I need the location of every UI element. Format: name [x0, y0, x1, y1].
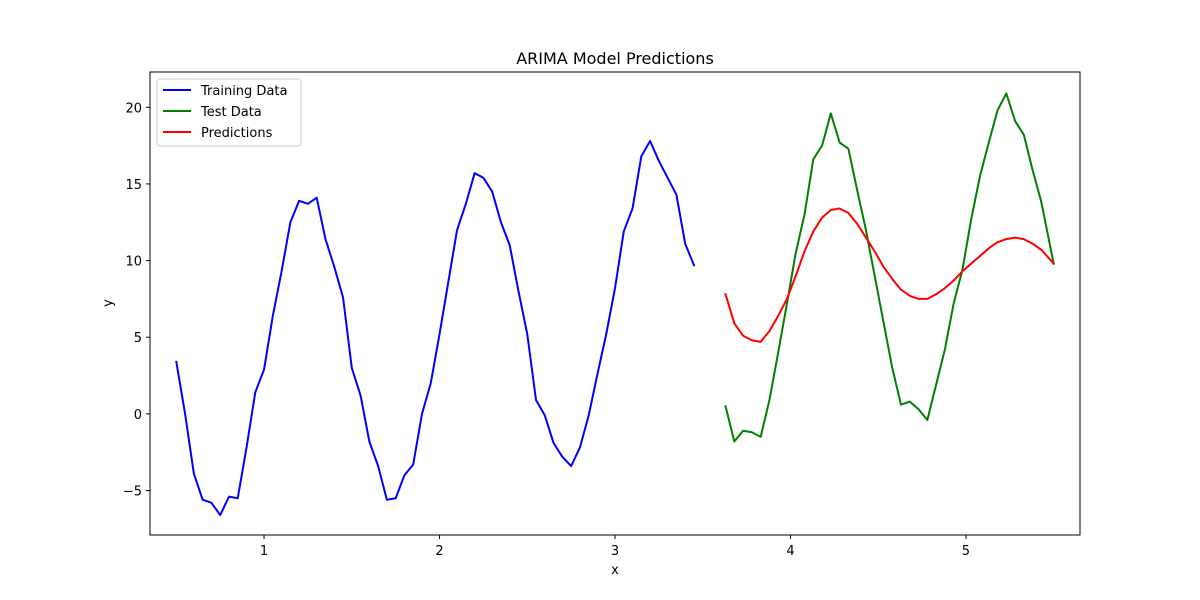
x-tick-label: 5 — [962, 544, 970, 559]
x-tick-label: 4 — [786, 544, 794, 559]
y-tick-label: 10 — [125, 255, 142, 270]
y-axis-label: y — [101, 299, 116, 307]
y-axis-ticks: −5 0 5 10 15 20 — [123, 101, 150, 500]
y-tick-label: 5 — [134, 331, 142, 346]
legend-label-training: Training Data — [200, 84, 287, 99]
legend-label-test: Test Data — [200, 105, 262, 120]
series-line-test-data — [724, 92, 1055, 443]
legend: Training Data Test Data Predictions — [156, 78, 302, 147]
y-tick-label: 20 — [125, 101, 142, 116]
y-tick-label: 15 — [125, 178, 142, 193]
legend-box — [156, 78, 302, 147]
x-axis-ticks: 1 2 3 4 5 — [260, 535, 970, 559]
chart-title: ARIMA Model Predictions — [516, 49, 714, 68]
x-axis-label: x — [611, 563, 619, 578]
y-tick-label: 0 — [134, 408, 142, 423]
x-tick-label: 1 — [260, 544, 268, 559]
legend-label-predictions: Predictions — [201, 126, 273, 141]
plot-area — [150, 72, 1080, 535]
y-tick-label: −5 — [123, 485, 142, 500]
x-tick-label: 2 — [435, 544, 443, 559]
series-line-predictions — [724, 207, 1056, 343]
series-layer — [175, 92, 1056, 517]
x-tick-label: 3 — [611, 544, 619, 559]
series-line-training-data — [175, 139, 696, 517]
